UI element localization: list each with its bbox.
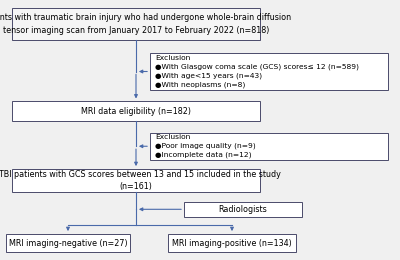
FancyBboxPatch shape — [184, 202, 302, 217]
FancyBboxPatch shape — [12, 169, 260, 192]
Text: Exclusion
●Poor image quality (n=9)
●Incomplete data (n=12): Exclusion ●Poor image quality (n=9) ●Inc… — [155, 134, 256, 158]
FancyBboxPatch shape — [12, 101, 260, 121]
FancyBboxPatch shape — [150, 53, 388, 90]
FancyBboxPatch shape — [12, 8, 260, 40]
Text: Radiologists: Radiologists — [219, 205, 267, 214]
Text: Patients with traumatic brain injury who had undergone whole-brain diffusion
ten: Patients with traumatic brain injury who… — [0, 13, 292, 35]
FancyBboxPatch shape — [150, 133, 388, 160]
Text: MRI imaging-negative (n=27): MRI imaging-negative (n=27) — [9, 239, 127, 248]
Text: MRI imaging-positive (n=134): MRI imaging-positive (n=134) — [172, 239, 292, 248]
Text: MRI data eligibility (n=182): MRI data eligibility (n=182) — [81, 107, 191, 116]
FancyBboxPatch shape — [6, 234, 130, 252]
Text: Exclusion
●With Glasgow coma scale (GCS) scores≤ 12 (n=589)
●With age<15 years (: Exclusion ●With Glasgow coma scale (GCS)… — [155, 55, 359, 88]
FancyBboxPatch shape — [168, 234, 296, 252]
Text: mTBI patients with GCS scores between 13 and 15 included in the study
(n=161): mTBI patients with GCS scores between 13… — [0, 170, 281, 191]
